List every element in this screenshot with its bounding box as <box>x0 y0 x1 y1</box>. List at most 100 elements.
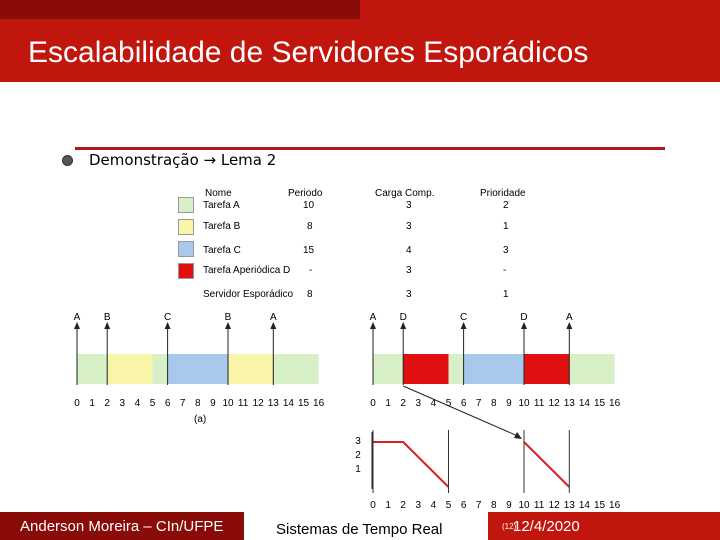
diagram-b-tick-label: 7 <box>476 398 482 409</box>
diagram-a-tick-label: 13 <box>268 398 280 409</box>
diagram-a-tick-label: 7 <box>180 398 186 409</box>
capacity-tick-label: 16 <box>609 500 621 511</box>
diagram-a-arrival-label: B <box>104 312 111 323</box>
row-load: 3 <box>406 221 412 232</box>
diagram-a-arrival-label: C <box>164 312 171 323</box>
diagram-b-tick-label: 14 <box>579 398 591 409</box>
diagram-b-tick-label: 1 <box>385 398 391 409</box>
diagram-a-caption: (a) <box>194 414 207 425</box>
capacity-curve <box>373 441 450 488</box>
diagram-b-segment-C <box>463 354 524 384</box>
diagram-b-segment-A <box>448 354 464 384</box>
row-period: 10 <box>303 200 315 211</box>
diagram-b-tick-label: 16 <box>609 398 621 409</box>
row-load: 4 <box>406 245 412 256</box>
diagram-a-tick-label: 5 <box>150 398 156 409</box>
header-name: Nome <box>205 188 232 199</box>
capacity-tick-label: 7 <box>476 500 482 511</box>
diagram-a-arrival-arrow <box>104 322 111 329</box>
diagram-a-tick-label: 8 <box>195 398 201 409</box>
diagram-b-segment-A <box>373 354 404 384</box>
diagram-a-arrival-arrow <box>270 322 277 329</box>
diagram-a-tick-label: 10 <box>222 398 234 409</box>
diagram-a-tick-label: 12 <box>253 398 265 409</box>
row-period: 8 <box>307 289 313 300</box>
capacity-tick-label: 14 <box>579 500 591 511</box>
diagram-a-segment-C <box>167 354 228 384</box>
capacity-curve <box>523 441 571 488</box>
capacity-axis-label: 2 <box>355 450 361 461</box>
diagram-b-arrival-arrow <box>460 322 467 329</box>
diagram-a-segment-A <box>152 354 168 384</box>
capacity-tick-label: 13 <box>564 500 576 511</box>
diagram-b-arrival-label: A <box>566 312 573 323</box>
diagram-b-tick-label: 15 <box>594 398 606 409</box>
diagram-b-tick-label: 3 <box>416 398 422 409</box>
diagram-b-arrival-label: D <box>520 312 527 323</box>
diagram-a-tick-label: 16 <box>313 398 325 409</box>
diagram-b-tick-label: 8 <box>491 398 497 409</box>
diagram-a-segment-B <box>228 354 274 384</box>
diagram-a-tick-label: 14 <box>283 398 295 409</box>
diagram-b-arrival-arrow <box>400 322 407 329</box>
diagram-a-segment-B <box>107 354 153 384</box>
row-name: Servidor Esporádico <box>203 289 294 300</box>
row-priority: 2 <box>503 200 509 211</box>
diagram-b-replenish-arrowhead <box>514 432 522 439</box>
diagram-a-tick-label: 15 <box>298 398 310 409</box>
bullet-text: Demonstração → Lema 2 <box>89 151 277 169</box>
row-period: 15 <box>303 245 315 256</box>
footer-author: Anderson Moreira – CIn/UFPE <box>20 518 224 535</box>
diagram-a-segment-A <box>273 354 319 384</box>
row-priority: 1 <box>503 221 509 232</box>
diagram-b-arrival-arrow <box>521 322 527 329</box>
capacity-axis-label: 1 <box>355 464 361 475</box>
title-bar-accent <box>0 0 360 19</box>
row-period: 8 <box>307 221 313 232</box>
diagram-b-arrival-label: C <box>460 312 467 323</box>
diagram-a-tick-label: 1 <box>89 398 95 409</box>
capacity-tick-label: 8 <box>491 500 497 511</box>
diagram-b-tick-label: 2 <box>400 398 406 409</box>
footer-course: Sistemas de Tempo Real <box>276 521 443 538</box>
capacity-tick-label: 11 <box>534 500 545 511</box>
diagram-a-arrival-label: A <box>270 312 277 323</box>
diagram-b-tick-label: 5 <box>446 398 452 409</box>
swatch-task-a <box>178 197 194 213</box>
diagram-b-tick-label: 13 <box>564 398 576 409</box>
footer-slide-number: (12) <box>502 522 517 531</box>
capacity-tick-label: 3 <box>416 500 422 511</box>
diagram-b-segment-A <box>569 354 615 384</box>
slide-title: Escalabilidade de Servidores Esporádicos <box>28 36 589 69</box>
row-period: - <box>309 265 313 276</box>
diagram-a-tick-label: 0 <box>74 398 80 409</box>
capacity-tick-label: 2 <box>400 500 406 511</box>
diagram-b-arrival-arrow <box>566 322 573 329</box>
footer-date: 12/4/2020 <box>513 518 580 535</box>
capacity-tick-label: 4 <box>431 500 437 511</box>
diagram-a-arrival-arrow <box>225 322 231 329</box>
capacity-axis-label: 3 <box>355 436 361 447</box>
capacity-tick-label: 1 <box>385 500 391 511</box>
diagram-a-arrival-label: A <box>74 312 81 323</box>
diagram-b-replenish-arrow <box>402 385 521 438</box>
footer-date-bar <box>488 512 720 540</box>
row-priority: - <box>503 265 507 276</box>
diagram-a-arrival-label: B <box>225 312 232 323</box>
diagram-b-tick-label: 12 <box>549 398 561 409</box>
diagram-b-tick-label: 0 <box>370 398 376 409</box>
diagram-a-tick-label: 4 <box>135 398 141 409</box>
swatch-task-c <box>178 241 194 257</box>
capacity-tick-label: 10 <box>518 500 530 511</box>
capacity-tick-label: 6 <box>461 500 467 511</box>
capacity-tick-label: 0 <box>370 500 376 511</box>
swatch-task-b <box>178 219 194 235</box>
diagram-a-tick-label: 9 <box>210 398 216 409</box>
diagram-b-tick-label: 4 <box>431 398 437 409</box>
diagram-a-segment-A <box>77 354 108 384</box>
diagram-a-tick-label: 6 <box>165 398 171 409</box>
capacity-tick-label: 12 <box>549 500 561 511</box>
row-name: Tarefa C <box>203 245 241 256</box>
diagram-b-segment-D <box>403 354 449 384</box>
